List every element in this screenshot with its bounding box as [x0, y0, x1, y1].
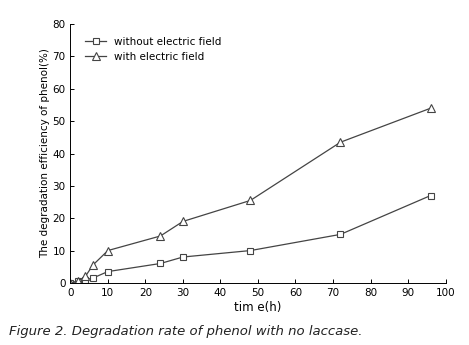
without electric field [158, 262, 163, 266]
with electric field [90, 263, 96, 267]
without electric field [68, 281, 73, 285]
with electric field [75, 279, 81, 283]
with electric field [158, 234, 163, 238]
Text: Figure 2. Degradation rate of phenol with no laccase.: Figure 2. Degradation rate of phenol wit… [9, 325, 363, 338]
without electric field [248, 248, 253, 253]
without electric field [105, 269, 111, 274]
Line: without electric field: without electric field [67, 193, 434, 286]
with electric field [248, 198, 253, 203]
X-axis label: tim e(h): tim e(h) [234, 300, 282, 314]
without electric field [428, 194, 433, 198]
without electric field [83, 278, 88, 282]
without electric field [338, 232, 343, 236]
without electric field [90, 276, 96, 280]
with electric field [83, 274, 88, 278]
with electric field [180, 219, 186, 224]
with electric field [105, 248, 111, 253]
with electric field [428, 106, 433, 110]
Legend: without electric field, with electric field: without electric field, with electric fi… [83, 34, 224, 64]
with electric field [68, 281, 73, 285]
with electric field [338, 140, 343, 144]
without electric field [75, 279, 81, 283]
Y-axis label: The degradation efficiency of phenol(%): The degradation efficiency of phenol(%) [39, 49, 50, 258]
without electric field [180, 255, 186, 259]
Line: with electric field: with electric field [67, 105, 434, 287]
